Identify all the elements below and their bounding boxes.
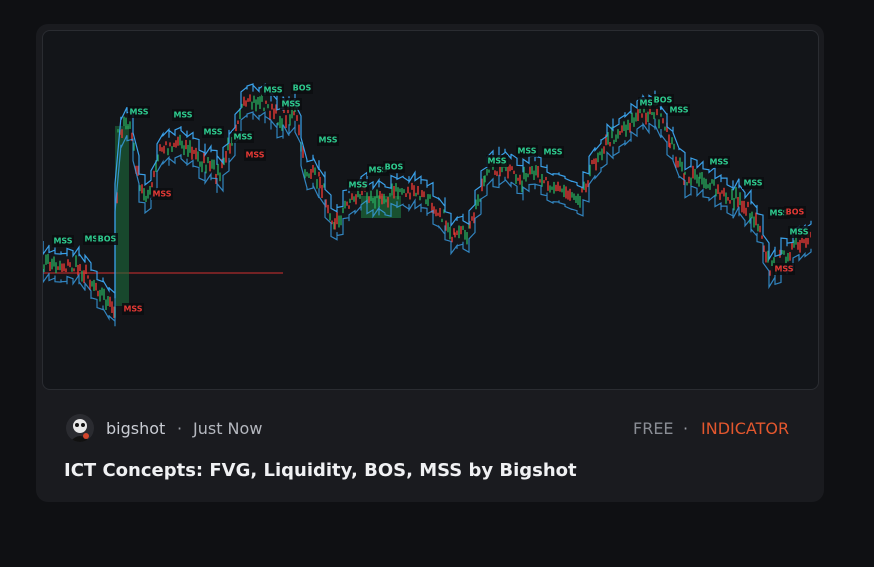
label-box bbox=[291, 82, 313, 94]
label-box bbox=[788, 226, 810, 238]
structure-label: MSS bbox=[203, 128, 222, 137]
zone bbox=[115, 126, 129, 306]
label-box bbox=[383, 161, 405, 173]
structure-label: MSS bbox=[348, 181, 367, 190]
structure-label: MSS bbox=[487, 157, 506, 166]
band-line bbox=[43, 111, 812, 327]
structure-label: MSS bbox=[789, 228, 808, 237]
structure-label: MSS bbox=[123, 305, 142, 314]
structure-label: BOS bbox=[786, 208, 805, 217]
label-box bbox=[128, 106, 150, 118]
label-box bbox=[742, 177, 764, 189]
structure-label: MSS bbox=[517, 147, 536, 156]
script-title[interactable]: ICT Concepts: FVG, Liquidity, BOS, MSS b… bbox=[64, 460, 577, 481]
structure-label: BOS bbox=[98, 235, 117, 244]
label-box bbox=[542, 146, 564, 158]
label-box bbox=[202, 126, 224, 138]
structure-label: MSS bbox=[769, 209, 788, 218]
label-box bbox=[317, 134, 339, 146]
separator: · bbox=[177, 419, 183, 438]
structure-label: MSS bbox=[543, 148, 562, 157]
structure-label: MSS bbox=[743, 179, 762, 188]
label-box bbox=[280, 98, 302, 110]
script-card[interactable]: MSS MSS MSS MSS MSS BOS MSS MSS MSS MSS MSS BOS MSS M… bbox=[36, 24, 824, 502]
label-box bbox=[96, 233, 118, 245]
avatar-image bbox=[66, 414, 94, 442]
chart-thumbnail[interactable]: MSS MSS MSS MSS MSS BOS MSS MSS MSS MSS MSS BOS MSS M… bbox=[42, 30, 819, 390]
label-box bbox=[773, 263, 795, 275]
separator: · bbox=[683, 419, 689, 438]
label-box bbox=[122, 303, 144, 315]
structure-label: MSS bbox=[245, 151, 264, 160]
label-box bbox=[784, 206, 806, 218]
label-box bbox=[232, 131, 254, 143]
label-box bbox=[172, 109, 194, 121]
structure-label: MSS bbox=[233, 133, 252, 142]
label-box bbox=[516, 145, 538, 157]
label-box bbox=[52, 235, 74, 247]
structure-label: MSS bbox=[84, 235, 103, 244]
script-type[interactable]: INDICATOR bbox=[701, 419, 790, 438]
band-line bbox=[43, 83, 812, 299]
structure-label: MSS bbox=[639, 99, 658, 108]
structure-label: MSS bbox=[53, 237, 72, 246]
structure-label: MSS bbox=[281, 100, 300, 109]
price-label: FREE bbox=[633, 419, 674, 438]
structure-label: MSS bbox=[669, 106, 688, 115]
structure-label: BOS bbox=[385, 163, 404, 172]
structure-label: MSS bbox=[774, 265, 793, 274]
author-avatar[interactable] bbox=[66, 414, 94, 442]
published-time: Just Now bbox=[193, 419, 263, 438]
structure-label: MSS bbox=[318, 136, 337, 145]
structure-label: BOS bbox=[293, 84, 312, 93]
label-box bbox=[262, 84, 284, 96]
label-box bbox=[486, 155, 508, 167]
structure-label: MSS bbox=[152, 190, 171, 199]
structure-label: MSS bbox=[263, 86, 282, 95]
structure-label: MSS bbox=[129, 108, 148, 117]
structure-label: MSS bbox=[709, 158, 728, 167]
author-name[interactable]: bigshot bbox=[106, 419, 166, 438]
label-box bbox=[347, 179, 369, 191]
label-box bbox=[244, 149, 266, 161]
label-box bbox=[708, 156, 730, 168]
label-box bbox=[668, 104, 690, 116]
structure-label: MSS bbox=[173, 111, 192, 120]
structure-label: BOS bbox=[654, 96, 673, 105]
structure-label: MSS bbox=[368, 166, 387, 175]
label-box bbox=[151, 188, 173, 200]
label-box bbox=[652, 94, 674, 106]
